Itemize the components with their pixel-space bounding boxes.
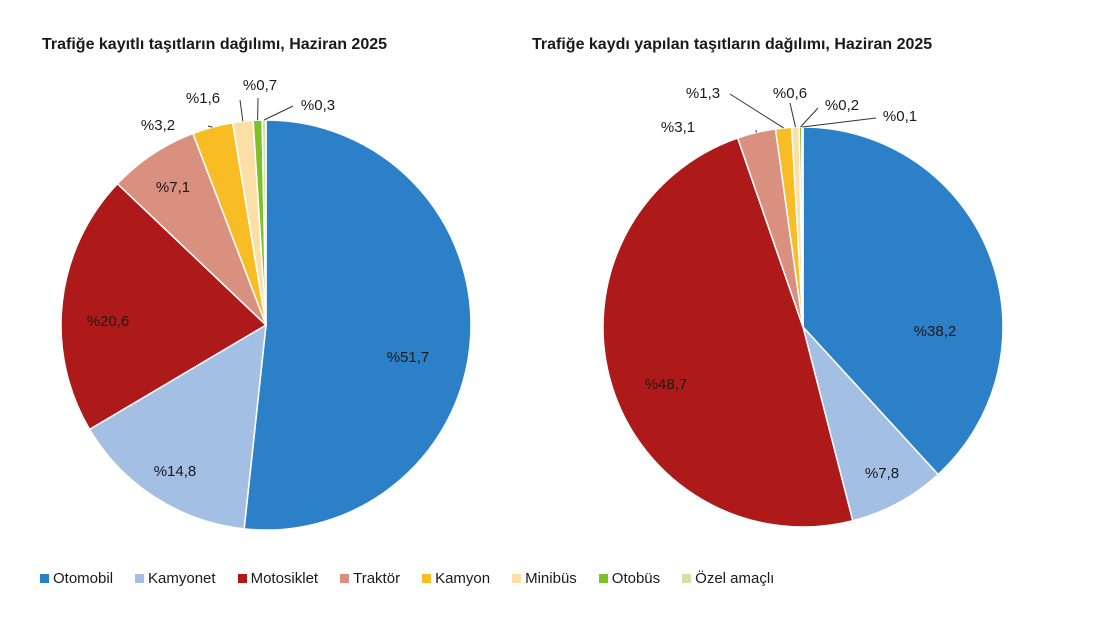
- data-label: %1,3: [686, 85, 720, 102]
- pie-slice-otomobil: [243, 119, 472, 531]
- legend-swatch: [512, 574, 522, 583]
- legend-label: Otobüs: [611, 570, 661, 587]
- pie-slice-motosiklet: [60, 182, 268, 431]
- legend-swatch: [422, 574, 432, 583]
- data-label: %51,7: [387, 349, 430, 366]
- legend-swatch: [340, 574, 350, 583]
- data-label: %38,2: [914, 323, 957, 340]
- legend-item-kamyonet: Kamyonet: [135, 570, 216, 587]
- legend-swatch: [682, 574, 692, 583]
- data-label: %20,6: [87, 313, 130, 330]
- pie-slice-kamyonet: [802, 326, 940, 522]
- leader-line: [789, 102, 796, 128]
- data-label: %7,8: [865, 465, 899, 482]
- legend-item-otomobil: Otomobil: [40, 570, 113, 587]
- leader-line: [207, 125, 213, 128]
- data-label: %3,2: [141, 117, 175, 134]
- legend-item-minibus: Minibüs: [512, 570, 577, 587]
- legend-label: Minibüs: [525, 570, 577, 587]
- pie-slice-motosiklet: [602, 137, 854, 528]
- leader-line: [800, 107, 819, 128]
- legend-label: Traktör: [353, 570, 401, 587]
- chart-title-right: Trafiğe kaydı yapılan taşıtların dağılım…: [532, 36, 933, 53]
- legend-swatch: [598, 574, 608, 583]
- data-label: %0,6: [773, 85, 807, 102]
- legend-label: Motosiklet: [250, 570, 319, 587]
- legend-label: Otomobil: [53, 570, 114, 587]
- data-label: %48,7: [645, 376, 688, 393]
- data-label: %14,8: [154, 463, 197, 480]
- data-label: %1,6: [186, 90, 220, 107]
- legend-item-motosiklet: Motosiklet: [237, 570, 319, 587]
- data-label: %3,1: [661, 119, 695, 136]
- legend-swatch: [135, 574, 145, 583]
- pie-slice-otomobil: [802, 126, 1004, 476]
- leader-line: [802, 117, 877, 128]
- data-label: %0,3: [301, 97, 335, 114]
- pie-chart-registered: %51,7 %14,8 %20,6 %7,1 %3,2 %1,6 %0,7 %0,3: [60, 77, 472, 531]
- data-label: %0,2: [825, 97, 859, 114]
- legend-label: Kamyon: [435, 570, 491, 587]
- legend-swatch: [40, 574, 49, 583]
- data-label: %0,1: [883, 108, 917, 125]
- leader-line: [239, 99, 244, 122]
- data-label: %0,7: [243, 77, 277, 94]
- data-label: %7,1: [156, 179, 190, 196]
- pie-slice-kamyonet: [88, 323, 267, 530]
- legend-swatch: [237, 574, 247, 583]
- legend-item-otobus: Otobüs: [598, 570, 661, 587]
- pie-chart-new-registrations: %38,2 %7,8 %48,7 %3,1 %1,3 %0,6 %0,2 %0,1: [602, 85, 1004, 528]
- leader-line: [263, 105, 294, 121]
- legend: Otomobil Kamyonet Motosiklet Traktör Kam…: [40, 570, 1080, 587]
- legend-label: Özel amaçlı: [695, 570, 775, 587]
- legend-item-traktor: Traktör: [340, 570, 400, 587]
- leader-line: [729, 93, 784, 129]
- legend-label: Kamyonet: [148, 570, 216, 587]
- legend-item-ozel-amacli: Özel amaçlı: [682, 570, 774, 587]
- chart-title-left: Trafiğe kayıtlı taşıtların dağılımı, Haz…: [42, 36, 388, 53]
- legend-item-kamyon: Kamyon: [422, 570, 490, 587]
